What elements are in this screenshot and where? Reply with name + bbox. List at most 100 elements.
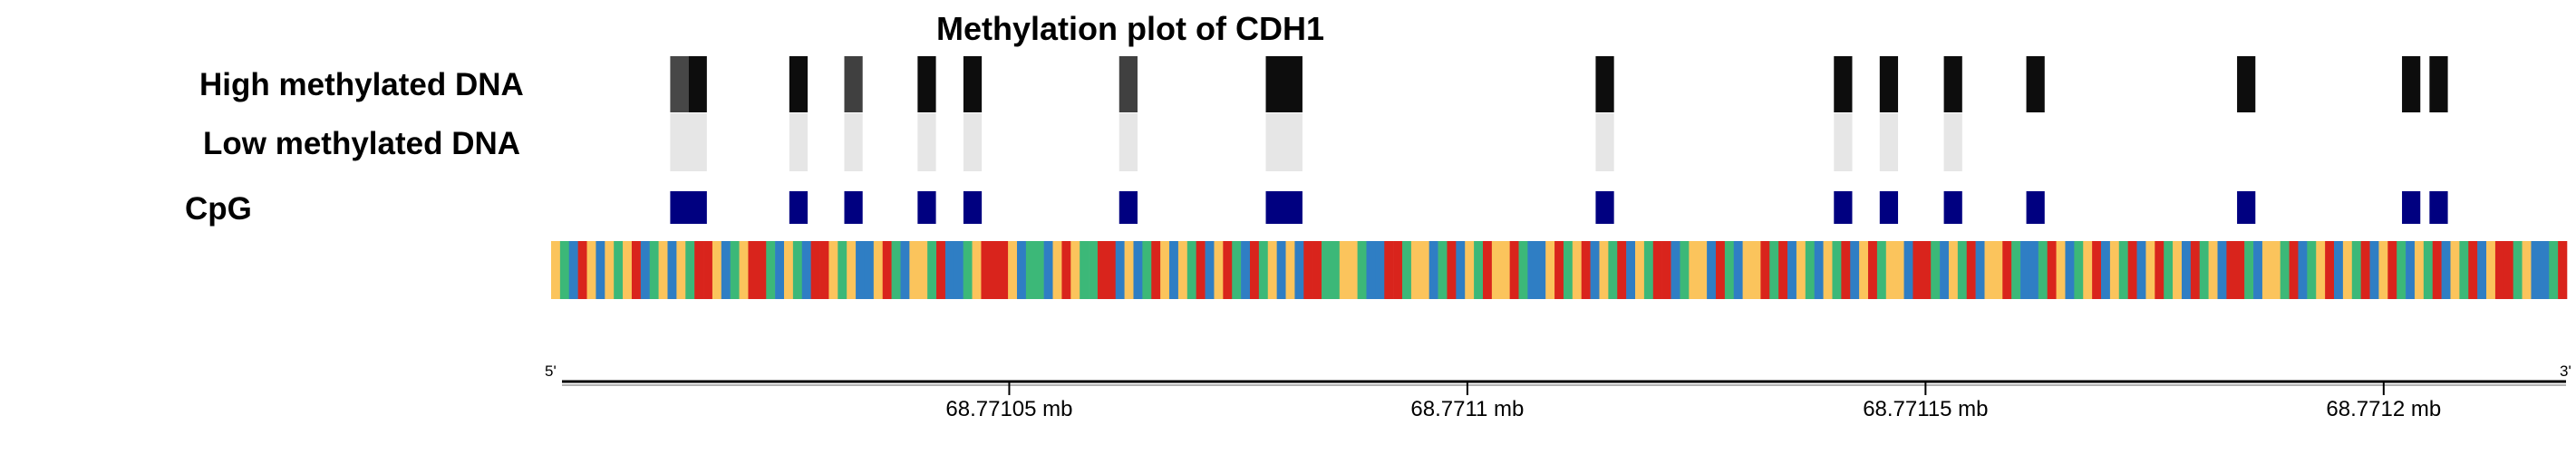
nucleotide-A	[1089, 241, 1099, 299]
high-methylation-cell	[2402, 56, 2421, 112]
nucleotide-C	[1428, 241, 1438, 299]
nucleotide-T	[1509, 241, 1519, 299]
row-label-low: Low methylated DNA	[203, 126, 520, 161]
nucleotide-A	[838, 241, 847, 299]
nucleotide-T	[981, 241, 991, 299]
nucleotide-A	[963, 241, 973, 299]
high-methylation-cell	[688, 56, 707, 112]
nucleotide-A	[2118, 241, 2128, 299]
nucleotide-C	[1626, 241, 1636, 299]
axis-tick-label: 68.77115 mb	[1863, 397, 1988, 421]
nucleotide-T	[748, 241, 758, 299]
nucleotide-T	[1922, 241, 1932, 299]
nucleotide-T	[1097, 241, 1108, 299]
nucleotide-C	[721, 241, 731, 299]
nucleotide-G	[1796, 241, 1806, 299]
cpg-site	[1595, 191, 1614, 224]
nucleotide-T	[1554, 241, 1564, 299]
nucleotide-G	[1751, 241, 1761, 299]
nucleotide-T	[1303, 241, 1313, 299]
nucleotide-A	[2280, 241, 2290, 299]
nucleotide-T	[1841, 241, 1851, 299]
nucleotide-T	[2127, 241, 2137, 299]
nucleotide-A	[1474, 241, 1484, 299]
cpg-site	[789, 191, 809, 224]
nucleotide-A	[1724, 241, 1735, 299]
nucleotide-G	[2414, 241, 2425, 299]
high-methylated-track	[670, 56, 2448, 112]
nucleotide-C	[900, 241, 910, 299]
nucleotide-A	[730, 241, 740, 299]
nucleotide-C	[1276, 241, 1286, 299]
nucleotide-G	[1885, 241, 1895, 299]
nucleotide-G	[1859, 241, 1869, 299]
nucleotide-T	[2047, 241, 2057, 299]
high-methylation-cell	[1119, 56, 1138, 112]
nucleotide-A	[2038, 241, 2048, 299]
cpg-site	[844, 191, 863, 224]
nucleotide-T	[1617, 241, 1627, 299]
nucleotide-G	[2056, 241, 2066, 299]
nucleotide-A	[685, 241, 695, 299]
nucleotide-C	[1133, 241, 1143, 299]
nucleotide-A	[1258, 241, 1269, 299]
nucleotide-A	[2199, 241, 2209, 299]
five-prime-label: 5'	[545, 362, 557, 380]
nucleotide-T	[819, 241, 829, 299]
nucleotide-G	[783, 241, 794, 299]
high-methylation-cell	[670, 56, 689, 112]
nucleotide-C	[2181, 241, 2192, 299]
axis-tick-label: 68.77105 mb	[945, 397, 1072, 421]
nucleotide-G	[1984, 241, 1994, 299]
row-label-high: High methylated DNA	[199, 67, 524, 102]
nucleotide-G	[2083, 241, 2093, 299]
nucleotide-A	[1438, 241, 1448, 299]
nucleotide-T	[1249, 241, 1260, 299]
nucleotide-A	[1876, 241, 1887, 299]
nucleotide-T	[2226, 241, 2236, 299]
nucleotide-G	[2486, 241, 2496, 299]
nucleotide-G	[1572, 241, 1583, 299]
nucleotide-G	[1894, 241, 1904, 299]
cpg-site	[1265, 191, 1303, 224]
nucleotide-T	[1106, 241, 1117, 299]
nucleotide-C	[1975, 241, 1985, 299]
high-methylation-cell	[1595, 56, 1614, 112]
nucleotide-G	[605, 241, 615, 299]
nucleotide-G	[1948, 241, 1959, 299]
sequence-track	[551, 241, 2568, 299]
nucleotide-G	[2522, 241, 2532, 299]
nucleotide-A	[2351, 241, 2361, 299]
nucleotide-C	[1456, 241, 1466, 299]
nucleotide-G	[1465, 241, 1475, 299]
nucleotide-C	[864, 241, 875, 299]
nucleotide-G	[1635, 241, 1645, 299]
three-prime-label: 3'	[2560, 362, 2571, 380]
nucleotide-T	[2092, 241, 2102, 299]
nucleotide-C	[1903, 241, 1913, 299]
nucleotide-G	[2342, 241, 2353, 299]
nucleotide-G	[2173, 241, 2183, 299]
nucleotide-C	[1169, 241, 1179, 299]
nucleotide-A	[1680, 241, 1690, 299]
nucleotide-C	[2477, 241, 2487, 299]
nucleotide-A	[2459, 241, 2469, 299]
nucleotide-T	[810, 241, 820, 299]
nucleotide-T	[1778, 241, 1788, 299]
nucleotide-C	[2101, 241, 2111, 299]
nucleotide-G	[2261, 241, 2272, 299]
nucleotide-C	[1787, 241, 1797, 299]
nucleotide-A	[1080, 241, 1089, 299]
nucleotide-G	[1160, 241, 1170, 299]
cpg-site	[963, 191, 983, 224]
nucleotide-A	[2423, 241, 2434, 299]
nucleotide-G	[1410, 241, 1421, 299]
nucleotide-T	[2002, 241, 2012, 299]
nucleotide-T	[631, 241, 642, 299]
low-methylation-cell	[1834, 113, 1853, 171]
nucleotide-T	[1760, 241, 1770, 299]
nucleotide-A	[1186, 241, 1196, 299]
genome-axis: 5' 3' 68.77105 mb 68.7711 mb 68.77115 mb 68…	[545, 362, 2571, 421]
nucleotide-T	[1652, 241, 1662, 299]
nucleotide-G	[2316, 241, 2326, 299]
